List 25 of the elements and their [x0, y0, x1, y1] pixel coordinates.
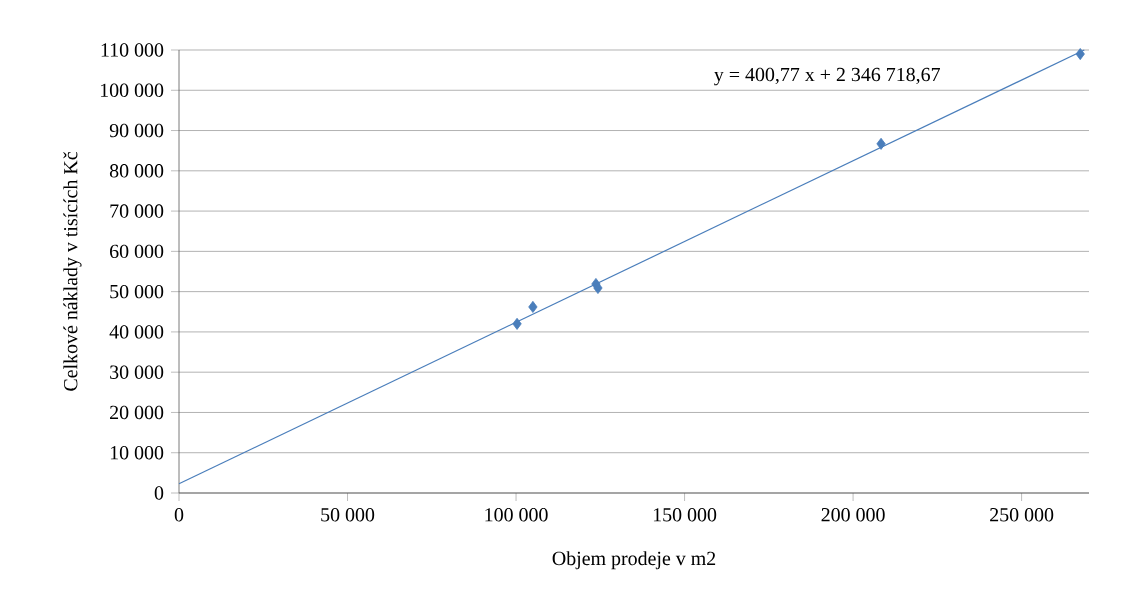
y-tick-label: 110 000 [101, 43, 164, 57]
y-axis-title: Celkové náklady v tisících Kč [63, 151, 82, 391]
y-tick-label: 80 000 [109, 164, 164, 178]
y-tick-label: 50 000 [110, 284, 164, 299]
y-tick-label: 60 000 [110, 244, 164, 259]
y-tick-label: 90 000 [109, 123, 164, 138]
x-tick-label: 150 000 [653, 508, 717, 522]
x-axis-title: Objem prodeje v m2 [552, 551, 716, 570]
y-tick-label: 30 000 [110, 365, 164, 379]
point [1075, 48, 1085, 61]
y-tick-label: 20 000 [110, 405, 164, 420]
y-tick-label: 70 000 [110, 204, 164, 218]
point [512, 317, 522, 330]
annotation: y = 400,77 x + 2 346 718,67 [714, 67, 940, 86]
x-tick-label: 250 000 [990, 508, 1054, 522]
x-tick-label: 50 000 [321, 508, 375, 522]
x-tick-label: 100 000 [485, 508, 548, 522]
y-tick-label: 0 [154, 486, 164, 500]
y-tick-label: 10 000 [110, 446, 164, 460]
y-tick-label: 40 000 [109, 325, 164, 339]
point [876, 137, 886, 150]
y-tick-label: 100 000 [100, 83, 164, 97]
x-tick-label: 0 [174, 508, 184, 522]
x-tick-label: 200 000 [821, 508, 885, 522]
point [528, 300, 538, 313]
